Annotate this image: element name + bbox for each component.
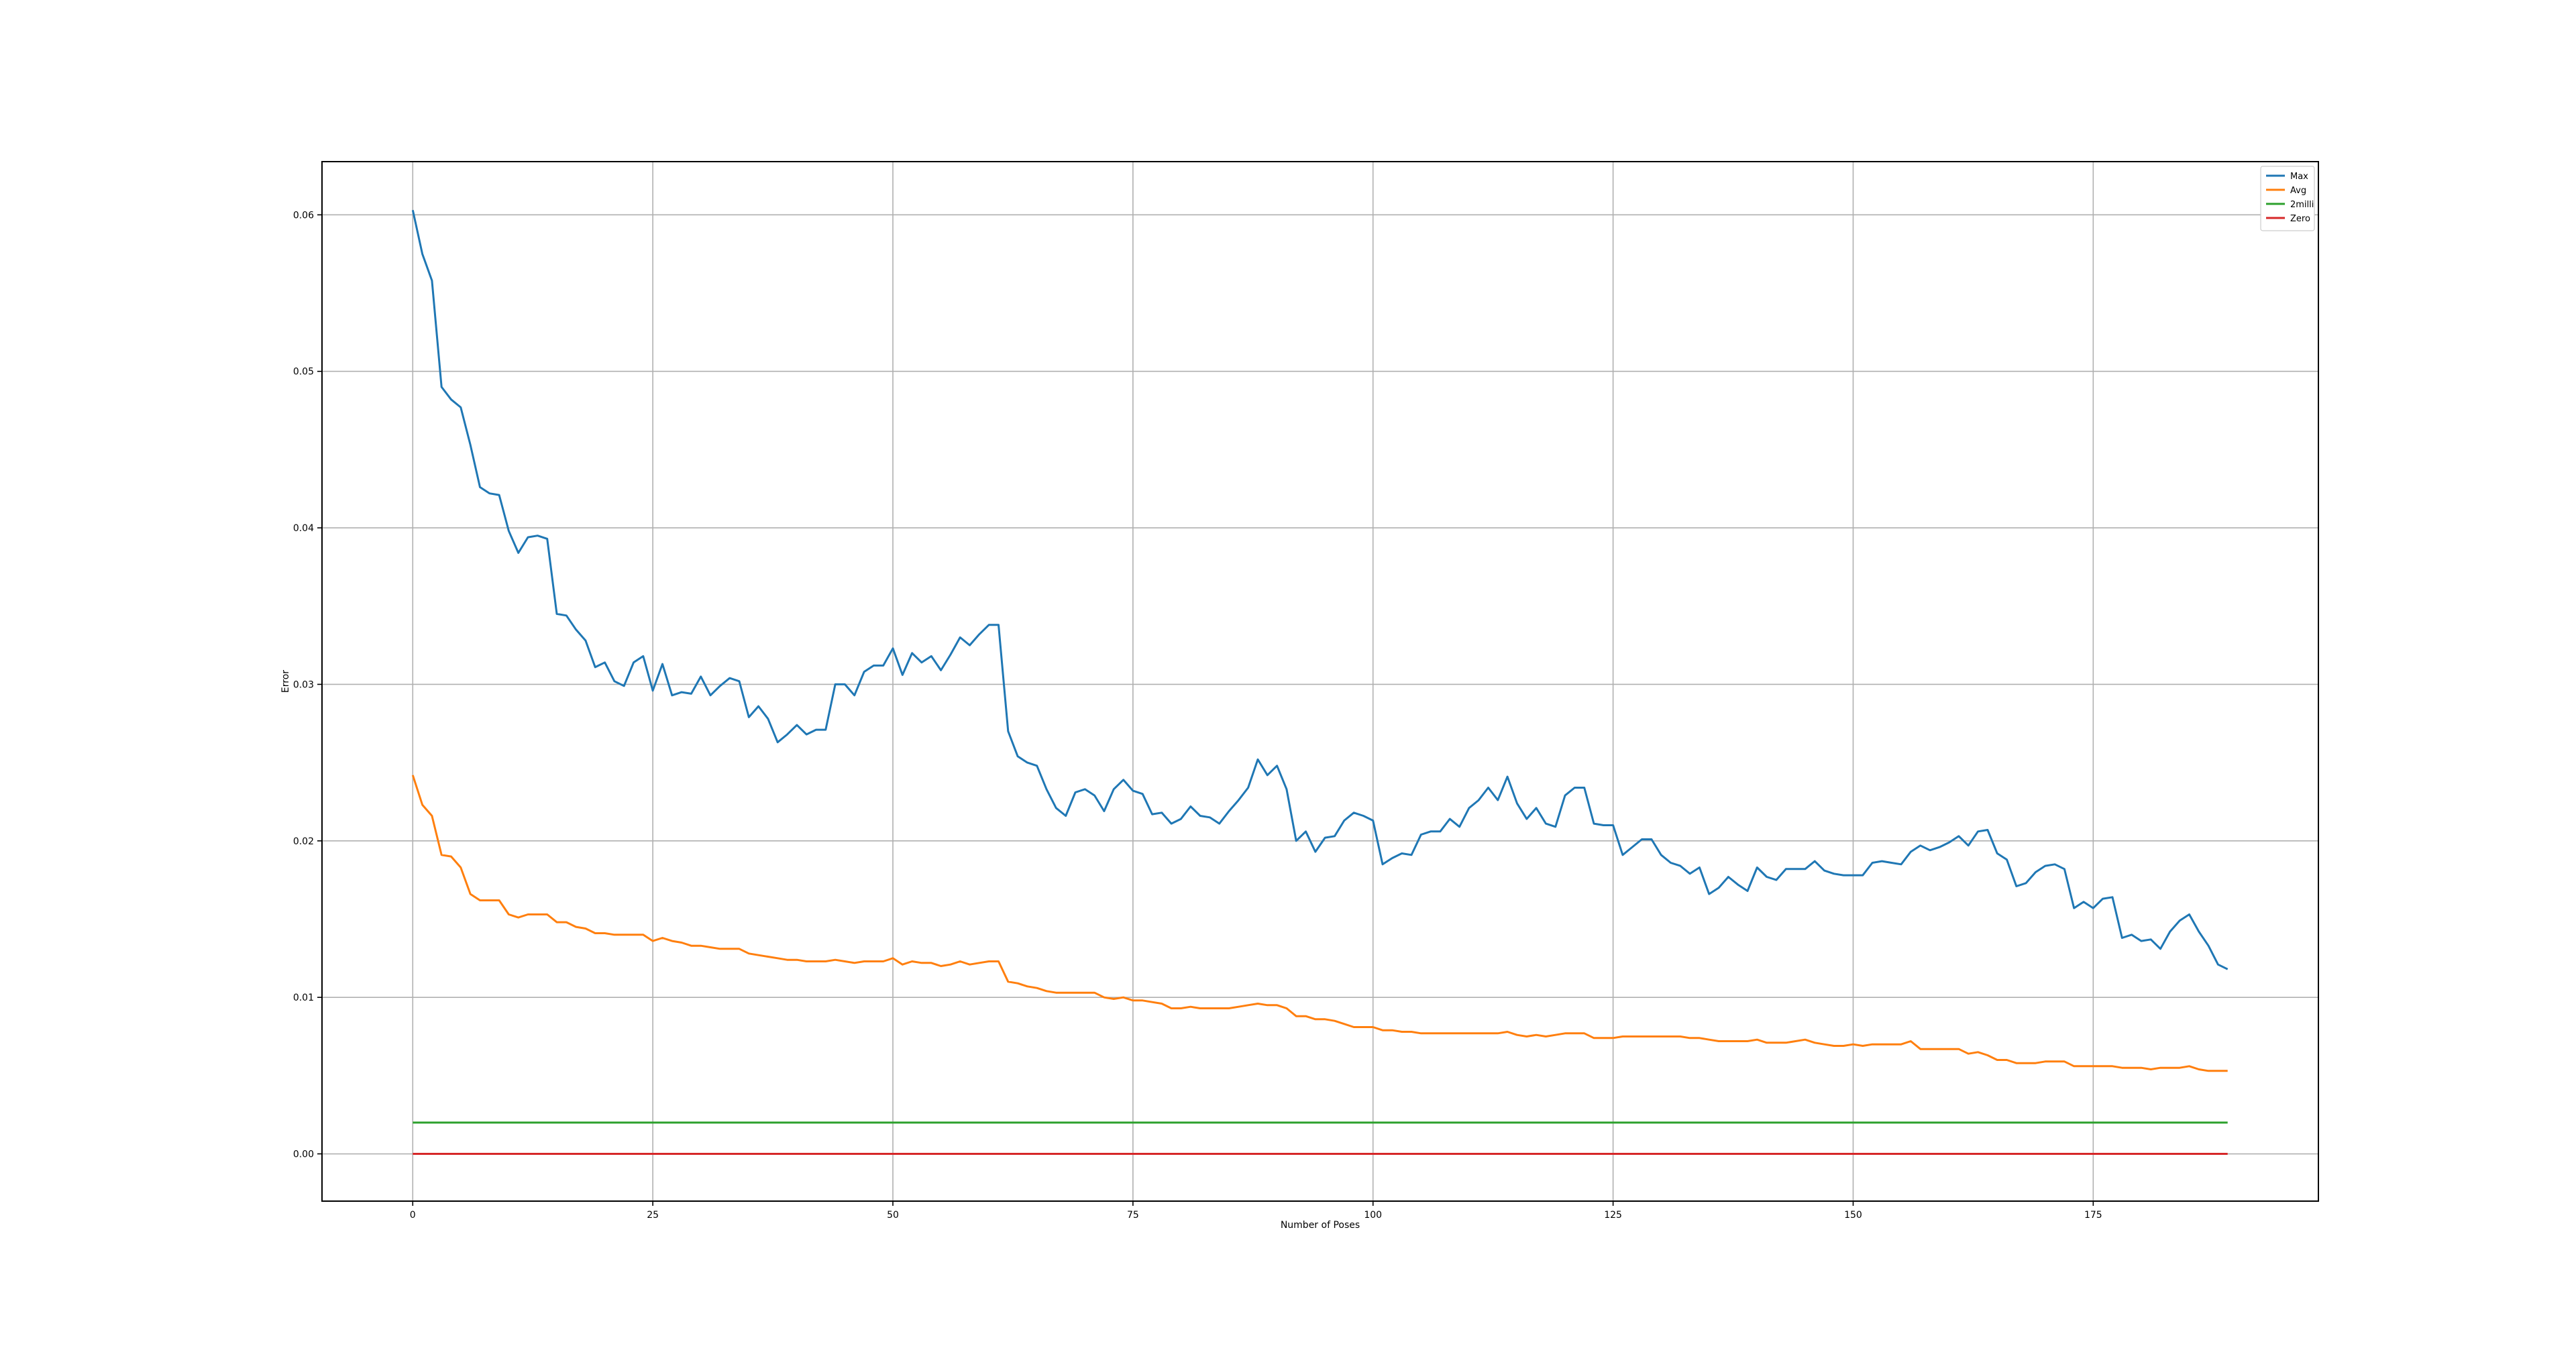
- y-tick-label: 0.04: [293, 523, 314, 534]
- x-axis-label: Number of Poses: [1281, 1220, 1360, 1231]
- y-tick-label: 0.01: [293, 993, 314, 1003]
- y-axis-label: Error: [280, 670, 291, 693]
- x-tick-label: 175: [2084, 1210, 2102, 1221]
- y-tick-label: 0.05: [293, 367, 314, 378]
- legend-box: [2260, 166, 2315, 231]
- axes-frame: [321, 161, 2319, 1202]
- legend-label-max: Max: [2290, 172, 2308, 182]
- x-tick-label: 0: [410, 1210, 416, 1221]
- x-tick-label: 125: [1604, 1210, 1622, 1221]
- x-tick-label: 100: [1364, 1210, 1382, 1221]
- legend-label-zero: Zero: [2290, 214, 2310, 224]
- y-axis: 0.00 0.01 0.02 0.03 0.04 0.05 0.06: [293, 210, 322, 1160]
- x-tick-label: 75: [1127, 1210, 1139, 1221]
- legend: Max Avg 2milli Zero: [2260, 166, 2315, 231]
- x-axis: 0 25 50 75 100 125 150 175: [410, 1201, 2102, 1221]
- series-line-max: [411, 209, 2229, 970]
- x-tick-label: 150: [1844, 1210, 1862, 1221]
- legend-label-avg: Avg: [2290, 186, 2306, 196]
- y-tick-label: 0.06: [293, 210, 314, 221]
- legend-label-2milli: 2milli: [2290, 200, 2314, 210]
- y-tick-label: 0.02: [293, 836, 314, 847]
- y-tick-label: 0.03: [293, 679, 314, 690]
- series-layer: [411, 209, 2229, 1155]
- y-tick-label: 0.00: [293, 1149, 314, 1160]
- x-tick-label: 50: [887, 1210, 899, 1221]
- x-tick-label: 25: [647, 1210, 659, 1221]
- series-line-avg: [411, 775, 2228, 1072]
